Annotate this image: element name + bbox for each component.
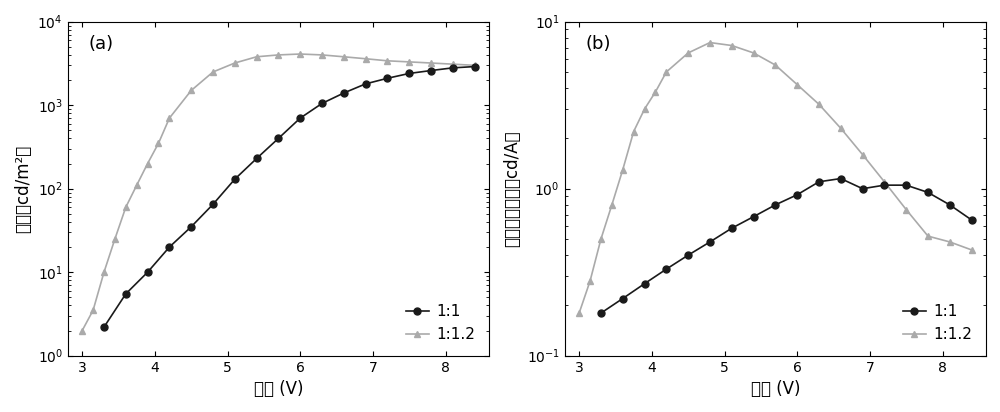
1:1.2 xyxy=(403,59,415,64)
1:1 xyxy=(469,64,481,69)
1:1.2 xyxy=(294,52,306,56)
1:1 xyxy=(900,183,912,187)
1:1.2 xyxy=(791,82,803,87)
1:1 xyxy=(660,267,672,272)
1:1.2 xyxy=(469,63,481,68)
1:1 xyxy=(944,202,956,207)
1:1 xyxy=(207,202,219,207)
1:1.2 xyxy=(229,61,241,66)
1:1.2 xyxy=(748,50,760,55)
Line: 1:1: 1:1 xyxy=(597,175,975,316)
1:1.2 xyxy=(87,308,99,313)
1:1 xyxy=(813,179,825,184)
Legend: 1:1, 1:1.2: 1:1, 1:1.2 xyxy=(897,298,978,348)
1:1 xyxy=(142,270,154,275)
1:1.2 xyxy=(857,152,869,157)
1:1.2 xyxy=(584,279,596,283)
1:1 xyxy=(229,177,241,182)
1:1.2 xyxy=(381,59,393,63)
1:1.2 xyxy=(639,107,651,112)
1:1 xyxy=(251,156,263,161)
1:1.2 xyxy=(835,126,847,131)
1:1.2 xyxy=(98,270,110,275)
1:1 xyxy=(857,186,869,191)
1:1.2 xyxy=(163,116,175,121)
1:1.2 xyxy=(152,141,164,146)
1:1.2 xyxy=(573,311,585,316)
1:1.2 xyxy=(944,239,956,244)
1:1.2 xyxy=(628,129,640,134)
1:1.2 xyxy=(704,40,716,45)
1:1.2 xyxy=(447,62,459,67)
1:1.2 xyxy=(272,52,284,57)
1:1.2 xyxy=(900,207,912,212)
1:1 xyxy=(878,183,890,187)
1:1 xyxy=(272,136,284,141)
1:1 xyxy=(617,296,629,301)
X-axis label: 电压 (V): 电压 (V) xyxy=(254,380,303,398)
1:1 xyxy=(726,226,738,231)
1:1.2 xyxy=(142,161,154,166)
Line: 1:1.2: 1:1.2 xyxy=(576,39,975,316)
1:1 xyxy=(338,91,350,96)
1:1 xyxy=(185,224,197,229)
1:1 xyxy=(835,176,847,181)
1:1 xyxy=(682,253,694,258)
1:1.2 xyxy=(120,205,132,210)
Line: 1:1: 1:1 xyxy=(101,63,478,330)
Line: 1:1.2: 1:1.2 xyxy=(79,51,478,334)
1:1.2 xyxy=(878,179,890,184)
1:1 xyxy=(316,101,328,106)
1:1 xyxy=(98,325,110,330)
1:1 xyxy=(748,214,760,219)
1:1.2 xyxy=(966,248,978,253)
1:1 xyxy=(922,190,934,195)
1:1.2 xyxy=(649,89,661,94)
Y-axis label: 亮度（cd/m²）: 亮度（cd/m²） xyxy=(14,145,32,233)
Text: (b): (b) xyxy=(586,35,611,53)
1:1 xyxy=(639,281,651,286)
1:1.2 xyxy=(813,102,825,107)
1:1 xyxy=(791,192,803,197)
1:1 xyxy=(966,218,978,222)
Legend: 1:1, 1:1.2: 1:1, 1:1.2 xyxy=(400,298,482,348)
1:1 xyxy=(595,311,607,316)
1:1 xyxy=(294,116,306,121)
1:1 xyxy=(447,66,459,70)
1:1 xyxy=(769,202,781,207)
1:1.2 xyxy=(360,56,372,61)
1:1.2 xyxy=(769,63,781,68)
X-axis label: 电压 (V): 电压 (V) xyxy=(751,380,800,398)
1:1.2 xyxy=(251,54,263,59)
1:1.2 xyxy=(682,50,694,55)
1:1.2 xyxy=(726,43,738,48)
1:1.2 xyxy=(131,183,143,188)
1:1.2 xyxy=(109,236,121,241)
1:1 xyxy=(360,82,372,87)
1:1.2 xyxy=(185,88,197,93)
1:1.2 xyxy=(922,234,934,239)
1:1.2 xyxy=(595,236,607,241)
1:1.2 xyxy=(617,167,629,172)
1:1 xyxy=(163,245,175,250)
Text: (a): (a) xyxy=(89,35,114,53)
1:1.2 xyxy=(76,328,88,333)
1:1 xyxy=(403,71,415,76)
1:1.2 xyxy=(425,61,437,66)
1:1 xyxy=(381,76,393,81)
Y-axis label: 电致发光效率（cd/A）: 电致发光效率（cd/A） xyxy=(503,130,521,247)
1:1 xyxy=(120,291,132,296)
1:1.2 xyxy=(207,70,219,75)
1:1.2 xyxy=(660,70,672,75)
1:1 xyxy=(425,68,437,73)
1:1.2 xyxy=(338,54,350,59)
1:1.2 xyxy=(316,52,328,57)
1:1 xyxy=(704,239,716,244)
1:1.2 xyxy=(606,202,618,207)
